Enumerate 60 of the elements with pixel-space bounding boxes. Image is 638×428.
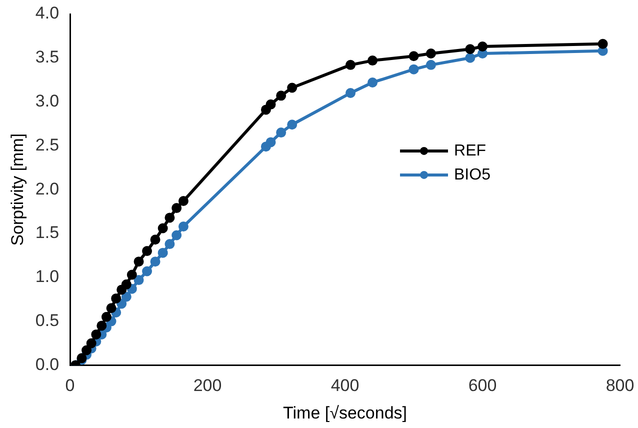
legend-label: BIO5 [454,166,491,184]
x-tick-label: 600 [468,376,497,396]
point [158,248,168,258]
point [164,212,175,223]
point [368,77,378,88]
y-tick-label: 3.0 [35,91,60,110]
point [172,203,182,214]
point [142,266,152,276]
point [346,60,356,70]
point [478,41,488,52]
x-tick-label: 0 [65,376,75,396]
point [266,99,276,110]
x-tick-label: 200 [193,376,222,396]
point [134,275,144,286]
point [178,196,188,206]
point [426,48,436,59]
y-tick-label: 1.5 [35,223,60,242]
point [82,345,92,356]
point [426,60,436,70]
point [178,221,188,232]
point [164,239,175,250]
point [142,246,152,256]
point [86,338,96,348]
y-tick-label: 3.5 [35,48,60,67]
y-axis-title: Sorptivity [mm] [8,133,27,246]
point [287,82,298,93]
point [465,44,476,54]
point [158,223,168,234]
y-tick-label: 2.5 [35,135,60,154]
point [408,64,419,74]
x-tick-label: 400 [330,376,360,396]
point [598,38,608,49]
point [134,256,144,267]
y-tick-label: 0.5 [35,310,60,330]
point [101,312,112,322]
point [150,256,160,267]
point [121,279,132,290]
point [346,88,356,98]
y-tick-label: 1.0 [35,267,60,286]
point [96,320,107,331]
x-tick-label: 800 [606,376,634,396]
point [121,292,132,302]
point [126,270,137,280]
point [276,128,286,138]
y-tick-label: 4.0 [35,4,60,23]
legend-label: REF [454,142,486,160]
point [266,137,276,148]
point [150,234,160,245]
x-axis-title: Time [√seconds] [283,403,407,422]
point [408,51,419,62]
point [91,329,102,340]
y-tick-label: 0.0 [35,354,60,374]
point [172,230,182,240]
point [465,52,476,63]
point [287,120,298,130]
point [111,293,122,304]
point [368,56,378,66]
y-tick-label: 2.0 [35,179,60,198]
point [106,303,116,314]
point [276,90,286,101]
